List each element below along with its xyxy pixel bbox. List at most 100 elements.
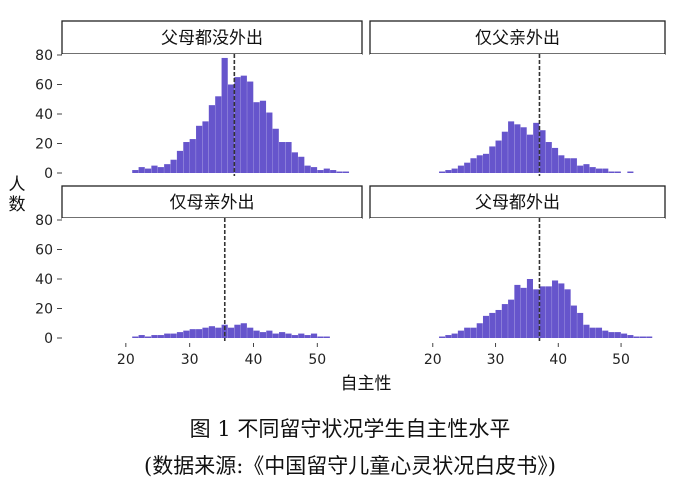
- histogram-bar: [240, 323, 247, 338]
- histogram-bar: [602, 168, 609, 173]
- histogram-bar: [445, 170, 452, 173]
- histogram-bar: [253, 330, 260, 338]
- histogram-bar: [291, 152, 298, 173]
- histogram-bar: [564, 289, 571, 338]
- y-tick-label: 40: [35, 107, 53, 123]
- histogram-bar: [476, 323, 483, 338]
- histogram-bar: [489, 146, 496, 173]
- histogram-bar: [633, 336, 640, 338]
- histogram-bar: [215, 327, 222, 338]
- histogram-bar: [285, 142, 292, 173]
- y-tick-label: 20: [35, 302, 53, 318]
- histogram-bar: [482, 153, 490, 173]
- histogram-bar: [138, 167, 145, 173]
- x-tick-label: 50: [308, 352, 326, 368]
- histogram-bar: [464, 327, 471, 338]
- histogram-bar: [570, 305, 577, 338]
- histogram-bar: [164, 333, 171, 338]
- panel-strip: [61, 20, 363, 55]
- histogram-bar: [202, 327, 209, 338]
- x-tick-label: 40: [549, 352, 567, 368]
- histogram-bar: [132, 336, 139, 338]
- panel-1: 父母都没外出 0 20 40 60 80: [35, 20, 363, 182]
- histogram-bar: [589, 327, 596, 338]
- histogram-bar: [285, 333, 292, 338]
- histogram-bar: [183, 142, 190, 173]
- figure-caption: 图 1 不同留守状况学生自主性水平: [189, 417, 511, 441]
- histogram-bar: [279, 142, 286, 173]
- histogram-bar: [552, 280, 559, 338]
- histogram-bar: [279, 332, 286, 338]
- histogram-bar: [439, 336, 446, 338]
- histogram-bar: [208, 326, 215, 338]
- histogram-bar: [164, 164, 171, 173]
- histogram-bar: [608, 171, 615, 173]
- histogram-bar: [330, 170, 337, 173]
- panel-strip: [369, 20, 666, 55]
- histogram-bar: [508, 121, 515, 173]
- histogram-bar: [476, 155, 483, 173]
- histogram-bar: [170, 159, 177, 173]
- histogram-bar: [183, 330, 190, 338]
- histogram-bar: [272, 128, 279, 173]
- histogram-bar: [526, 279, 533, 338]
- y-axis-label-char-2: 数: [9, 195, 26, 215]
- histogram-bar: [627, 171, 634, 173]
- plot-area: [62, 218, 362, 343]
- histogram-bar: [558, 155, 565, 173]
- histogram-bar: [151, 165, 158, 173]
- histogram-bar: [291, 335, 298, 338]
- histogram-bar: [138, 335, 145, 338]
- histogram-bar: [470, 327, 477, 338]
- histogram-bar: [196, 329, 203, 338]
- histogram-bar: [323, 336, 330, 338]
- panel-title: 仅父亲外出: [475, 29, 560, 49]
- histogram-bar: [583, 164, 590, 173]
- histogram-bar: [132, 170, 139, 173]
- histogram-bar: [602, 330, 609, 338]
- histogram-bar: [539, 130, 546, 173]
- panel-3: 仅母亲外出 0 20 40 60 80 20 30 40 50: [35, 185, 363, 368]
- histogram-bar: [151, 335, 158, 338]
- histogram-bar: [583, 324, 590, 338]
- histogram-bar: [533, 122, 540, 173]
- x-tick-label: 30: [487, 352, 505, 368]
- histogram-bar: [508, 299, 515, 338]
- x-tick-label: 20: [424, 352, 442, 368]
- histogram-bar: [304, 165, 311, 173]
- histogram-bar: [545, 286, 552, 338]
- histogram-bar: [310, 167, 318, 173]
- histogram-bar: [514, 124, 521, 173]
- histogram-bar: [621, 333, 628, 338]
- histogram-bar: [482, 315, 490, 338]
- panel-4: 父母都外出 20 30 40 50: [369, 185, 666, 368]
- figure-source-note: (数据来源:《中国留守儿童心灵状况白皮书》): [144, 454, 556, 478]
- histogram-bar: [545, 142, 552, 173]
- histogram-bar: [457, 330, 464, 338]
- histogram-bar: [247, 327, 254, 338]
- histogram-bar: [221, 57, 228, 174]
- histogram-bar: [240, 75, 247, 173]
- y-tick-label: 0: [44, 331, 53, 347]
- histogram-bar: [595, 327, 603, 338]
- histogram-bar: [317, 336, 324, 338]
- histogram-bar: [227, 327, 235, 338]
- histogram-bar: [577, 165, 584, 173]
- histogram-bar: [170, 333, 177, 338]
- histogram-bar: [514, 284, 521, 338]
- histogram-bar: [189, 329, 196, 338]
- histogram-bar: [451, 168, 458, 173]
- x-axis-label: 自主性: [341, 374, 392, 394]
- x-tick-label: 20: [117, 352, 135, 368]
- histogram-bar: [589, 167, 596, 173]
- histogram-bar: [577, 312, 584, 338]
- histogram-bar: [202, 121, 209, 173]
- histogram-bar: [520, 287, 527, 338]
- histogram-bar: [176, 332, 184, 338]
- panel-title: 父母都外出: [475, 193, 560, 213]
- histogram-bar: [144, 168, 152, 173]
- histogram-bar: [323, 168, 330, 173]
- histogram-bar: [310, 333, 318, 338]
- histogram-bar: [595, 168, 603, 173]
